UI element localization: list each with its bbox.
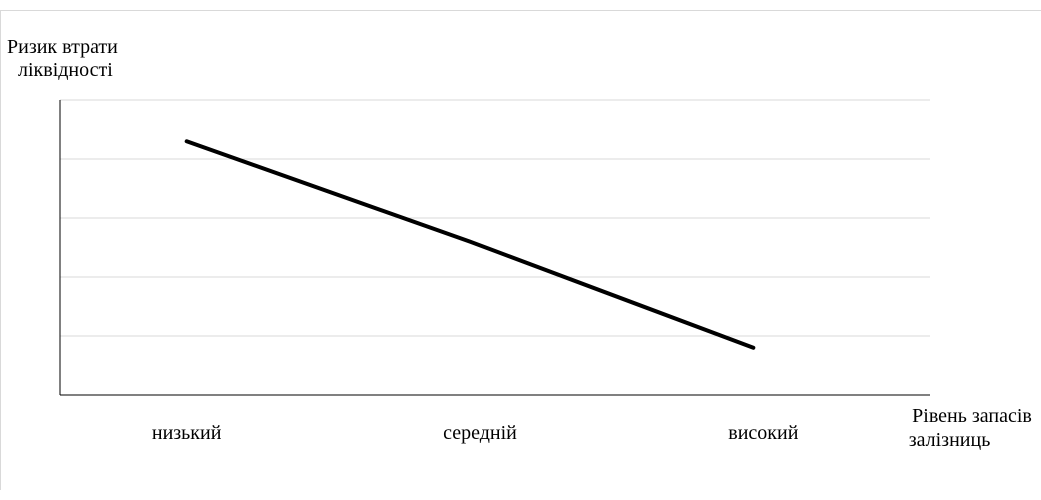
x-tick-label: високий bbox=[728, 422, 798, 444]
series-line bbox=[184, 139, 756, 350]
chart-frame bbox=[0, 10, 1041, 490]
x-axis-title-line-2: залізниць bbox=[908, 429, 991, 451]
y-axis-title: Ризик втрати ліквідності bbox=[7, 36, 187, 82]
x-tick-label: середній bbox=[443, 422, 517, 444]
x-axis-title: Рівень запасів залізниць bbox=[882, 404, 1041, 452]
x-axis-title-line-1: Рівень запасів bbox=[912, 405, 1032, 427]
x-tick-label: низький bbox=[152, 422, 222, 444]
y-axis-title-line-2: ліквідності bbox=[18, 59, 113, 81]
gridlines bbox=[60, 99, 930, 337]
y-axis-title-line-1: Ризик втрати bbox=[7, 36, 118, 58]
x-tick-labels: низький середній високий bbox=[152, 422, 799, 444]
